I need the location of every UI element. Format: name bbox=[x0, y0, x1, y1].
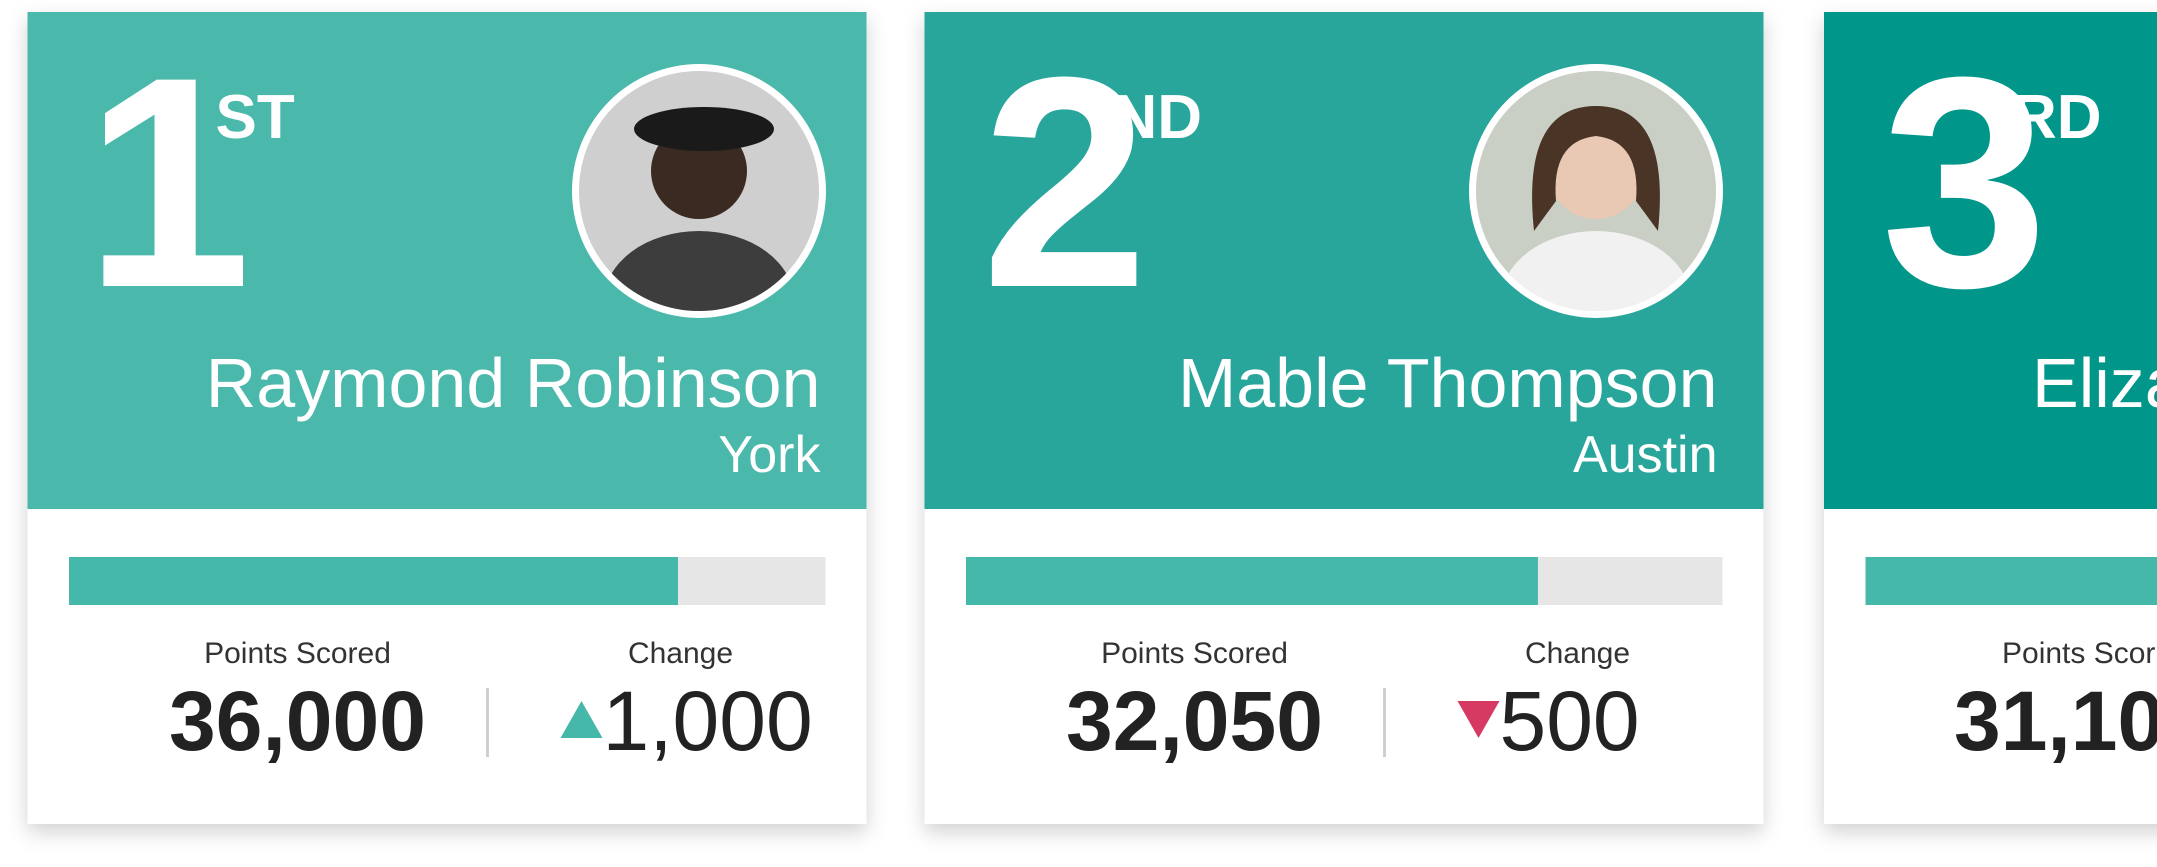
rank-suffix: ND bbox=[1113, 83, 1203, 152]
player-city: Austin bbox=[1573, 426, 1718, 484]
progress-fill bbox=[966, 557, 1538, 605]
player-city: York bbox=[718, 426, 821, 484]
points-value: 31,10 bbox=[1954, 674, 2157, 768]
avatar bbox=[1469, 64, 1723, 318]
rank-suffix: ST bbox=[216, 83, 295, 152]
points-label: Points Scor bbox=[2002, 637, 2155, 670]
player-name: Mable Thompson bbox=[1178, 344, 1718, 422]
change-value: 1,000 bbox=[603, 674, 813, 768]
rank-number: 1 bbox=[85, 14, 252, 350]
rank-number: 2 bbox=[982, 14, 1149, 350]
change-value: 500 bbox=[1500, 674, 1640, 768]
player-name: Raymond Robinson bbox=[206, 344, 821, 422]
points-label: Points Scored bbox=[204, 637, 391, 670]
leaderboard-card: 3RD Eliza Points Scor 31,10 bbox=[1824, 12, 2157, 824]
progress-fill bbox=[69, 557, 678, 605]
card-header bbox=[1824, 12, 2157, 509]
change-arrow bbox=[560, 701, 603, 738]
player-name: Eliza bbox=[2032, 344, 2157, 422]
avatar bbox=[572, 64, 826, 318]
change-label: Change bbox=[628, 637, 733, 670]
progress-fill bbox=[1865, 557, 2157, 605]
points-value: 36,000 bbox=[169, 674, 426, 768]
rank-suffix: RD bbox=[2012, 83, 2102, 152]
change-label: Change bbox=[1525, 637, 1630, 670]
points-label: Points Scored bbox=[1101, 637, 1288, 670]
rank-number: 3 bbox=[1881, 14, 2048, 350]
change-arrow bbox=[1457, 701, 1500, 738]
points-value: 32,050 bbox=[1066, 674, 1323, 768]
